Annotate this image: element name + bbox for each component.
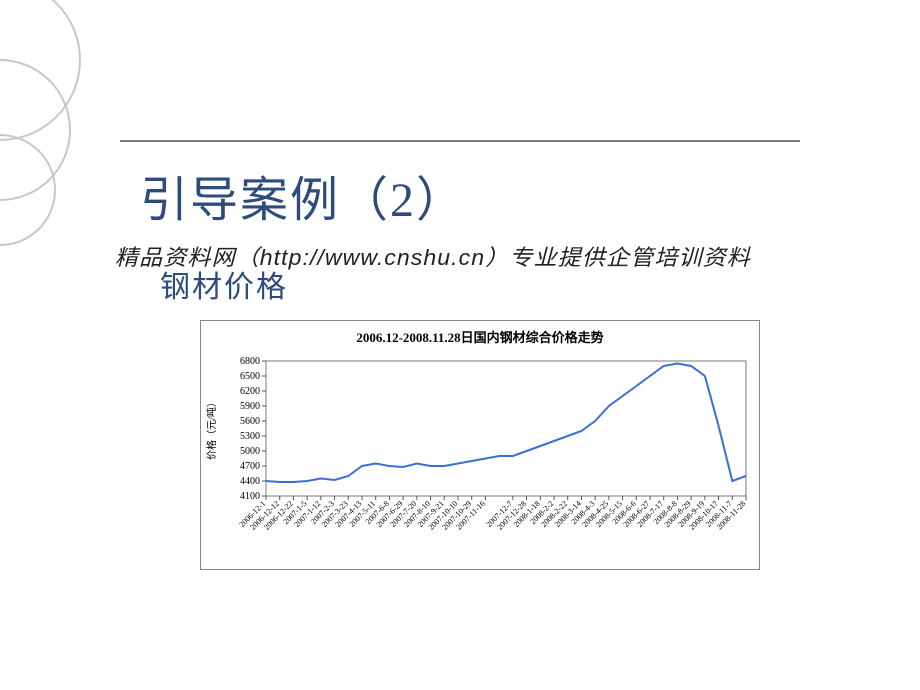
svg-text:6200: 6200 [240,386,260,397]
svg-text:5900: 5900 [240,401,260,412]
chart-svg: 4100 4400 4700 5000 5300 5600 5900 6200 6500 6800… [201,351,761,566]
subtitle: 钢材价格 [160,262,288,306]
slide-title: 引导案例（2） [140,160,466,230]
svg-text:6500: 6500 [240,371,260,382]
svg-text:4400: 4400 [240,476,260,487]
svg-text:4100: 4100 [240,491,260,502]
corner-decor [0,0,140,250]
svg-text:4700: 4700 [240,461,260,472]
chart-title: 2006.12-2008.11.28日国内钢材综合价格走势 [201,327,759,346]
svg-text:5600: 5600 [240,416,260,427]
title-rule [120,140,800,142]
svg-text:6800: 6800 [240,356,260,367]
svg-text:5000: 5000 [240,446,260,457]
svg-text:价格（元/吨）: 价格（元/吨） [205,397,218,460]
steel-price-chart: 2006.12-2008.11.28日国内钢材综合价格走势 4100 4400 47… [200,320,760,570]
svg-text:5300: 5300 [240,431,260,442]
